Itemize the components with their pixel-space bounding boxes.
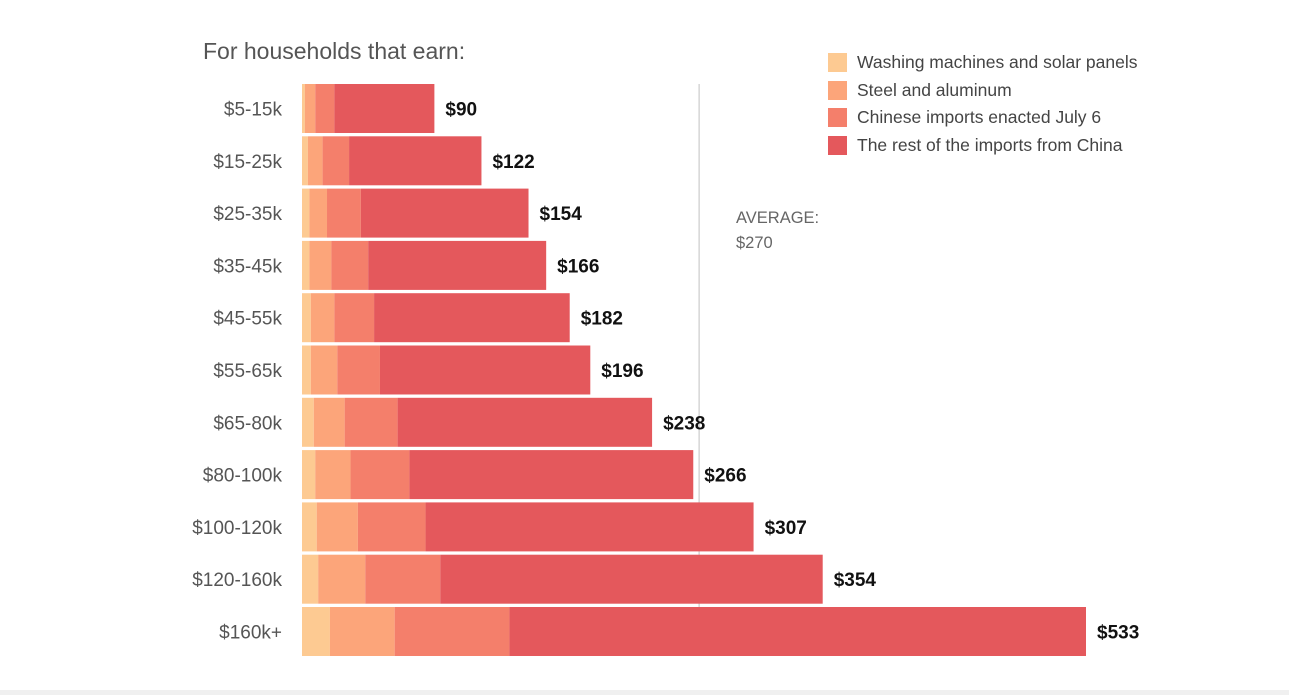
- total-label-80-100k: $266: [704, 466, 746, 487]
- average-label: AVERAGE:: [736, 209, 820, 227]
- legend: Washing machines and solar panels Steel a…: [828, 49, 1137, 159]
- total-label-5-15k: $90: [445, 100, 477, 121]
- bar-65-80k-washing-machines-and-solar-panels: [302, 397, 314, 447]
- bar-35-45k-steel-and-aluminum: [309, 240, 332, 290]
- bar-80-100k-chinese-imports-enacted-july-6: [350, 450, 410, 500]
- bar-65-80k-the-rest-of-the-imports-from-china: [397, 397, 653, 447]
- bars-layer: [302, 84, 1086, 656]
- bar-65-80k-steel-and-aluminum: [313, 397, 345, 447]
- category-label-55-65k: $55-65k: [213, 361, 282, 382]
- total-label-35-45k: $166: [557, 256, 599, 277]
- category-label-15-25k: $15-25k: [213, 152, 282, 173]
- bar-25-35k-chinese-imports-enacted-july-6: [327, 188, 361, 238]
- bar-45-55k-the-rest-of-the-imports-from-china: [374, 293, 570, 343]
- bar-55-65k-washing-machines-and-solar-panels: [302, 345, 311, 395]
- bar-160k-steel-and-aluminum: [329, 607, 395, 656]
- bar-120-160k-washing-machines-and-solar-panels: [302, 554, 319, 604]
- bar-15-25k-chinese-imports-enacted-july-6: [322, 136, 350, 186]
- bar-160k-washing-machines-and-solar-panels: [302, 607, 330, 656]
- average-annotation: AVERAGE: $270: [736, 206, 819, 256]
- total-label-65-80k: $238: [663, 413, 705, 434]
- legend-item-the-rest-of-the-imports-from-china: The rest of the imports from China: [828, 132, 1137, 160]
- category-label-5-15k: $5-15k: [224, 100, 283, 121]
- bar-45-55k-chinese-imports-enacted-july-6: [334, 293, 375, 343]
- bar-80-100k-washing-machines-and-solar-panels: [302, 450, 316, 500]
- bar-65-80k-chinese-imports-enacted-july-6: [344, 397, 398, 447]
- legend-swatch: [828, 80, 847, 100]
- total-label-160k: $533: [1097, 623, 1139, 644]
- bar-5-15k-the-rest-of-the-imports-from-china: [334, 84, 435, 133]
- bar-120-160k-the-rest-of-the-imports-from-china: [440, 554, 823, 604]
- legend-item-washing-machines-and-solar-panels: Washing machines and solar panels: [828, 49, 1137, 77]
- legend-label: The rest of the imports from China: [857, 134, 1123, 155]
- bar-35-45k-chinese-imports-enacted-july-6: [331, 240, 369, 290]
- bottom-rule: [0, 690, 1289, 695]
- labels-layer: $5-15k $90 $15-25k $122 $25-35k $154 $35-45k $1…: [192, 100, 1139, 644]
- legend-label: Steel and aluminum: [857, 79, 1012, 100]
- bar-15-25k-the-rest-of-the-imports-from-china: [349, 136, 482, 186]
- legend-item-steel-and-aluminum: Steel and aluminum: [828, 77, 1137, 105]
- bar-5-15k-washing-machines-and-solar-panels: [302, 84, 305, 133]
- average-value: $270: [736, 234, 773, 252]
- legend-label: Washing machines and solar panels: [857, 52, 1138, 73]
- total-label-45-55k: $182: [581, 309, 623, 330]
- category-label-45-55k: $45-55k: [213, 309, 282, 330]
- bar-120-160k-steel-and-aluminum: [318, 554, 366, 604]
- bar-5-15k-chinese-imports-enacted-july-6: [315, 84, 335, 133]
- legend-item-chinese-imports-enacted-july-6: Chinese imports enacted July 6: [828, 104, 1137, 132]
- total-label-25-35k: $154: [540, 204, 583, 225]
- bar-25-35k-the-rest-of-the-imports-from-china: [360, 188, 529, 238]
- category-label-80-100k: $80-100k: [203, 466, 283, 487]
- bar-5-15k-steel-and-aluminum: [304, 84, 316, 133]
- total-label-120-160k: $354: [834, 570, 877, 591]
- bar-100-120k-washing-machines-and-solar-panels: [302, 502, 317, 552]
- total-label-100-120k: $307: [765, 518, 807, 539]
- bar-100-120k-steel-and-aluminum: [316, 502, 358, 552]
- category-label-25-35k: $25-35k: [213, 204, 282, 225]
- bar-45-55k-washing-machines-and-solar-panels: [302, 293, 311, 343]
- category-label-120-160k: $120-160k: [192, 570, 282, 591]
- category-label-160k: $160k+: [219, 623, 282, 644]
- legend-swatch: [828, 108, 847, 128]
- bar-15-25k-washing-machines-and-solar-panels: [302, 136, 308, 186]
- bar-55-65k-steel-and-aluminum: [310, 345, 338, 395]
- category-label-65-80k: $65-80k: [213, 413, 282, 434]
- bar-55-65k-the-rest-of-the-imports-from-china: [379, 345, 591, 395]
- legend-label: Chinese imports enacted July 6: [857, 107, 1102, 128]
- bar-35-45k-washing-machines-and-solar-panels: [302, 240, 310, 290]
- category-label-100-120k: $100-120k: [192, 518, 282, 539]
- legend-swatch: [828, 53, 847, 73]
- chart-heading: For households that earn:: [203, 38, 466, 64]
- bar-25-35k-steel-and-aluminum: [309, 188, 328, 238]
- bar-80-100k-the-rest-of-the-imports-from-china: [409, 450, 694, 500]
- category-label-35-45k: $35-45k: [213, 256, 282, 277]
- bar-160k-the-rest-of-the-imports-from-china: [509, 607, 1086, 656]
- bar-35-45k-the-rest-of-the-imports-from-china: [368, 240, 547, 290]
- bar-15-25k-steel-and-aluminum: [307, 136, 323, 186]
- bar-25-35k-washing-machines-and-solar-panels: [302, 188, 310, 238]
- bar-160k-chinese-imports-enacted-july-6: [394, 607, 510, 656]
- bar-55-65k-chinese-imports-enacted-july-6: [337, 345, 380, 395]
- bar-80-100k-steel-and-aluminum: [315, 450, 351, 500]
- bar-45-55k-steel-and-aluminum: [310, 293, 335, 343]
- bar-100-120k-the-rest-of-the-imports-from-china: [425, 502, 754, 552]
- bar-100-120k-chinese-imports-enacted-july-6: [357, 502, 426, 552]
- total-label-55-65k: $196: [601, 361, 643, 382]
- bar-120-160k-chinese-imports-enacted-july-6: [365, 554, 441, 604]
- total-label-15-25k: $122: [492, 152, 534, 173]
- legend-swatch: [828, 135, 847, 155]
